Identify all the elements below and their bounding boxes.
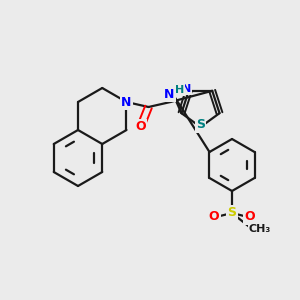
Text: CH₃: CH₃: [249, 224, 271, 234]
Text: S: S: [227, 206, 236, 220]
Text: N: N: [164, 88, 175, 101]
Text: S: S: [196, 118, 205, 131]
Text: N: N: [121, 95, 132, 109]
Text: O: O: [245, 211, 255, 224]
Text: N: N: [182, 84, 191, 94]
Text: O: O: [135, 121, 146, 134]
Text: O: O: [209, 211, 219, 224]
Text: H: H: [175, 85, 184, 95]
